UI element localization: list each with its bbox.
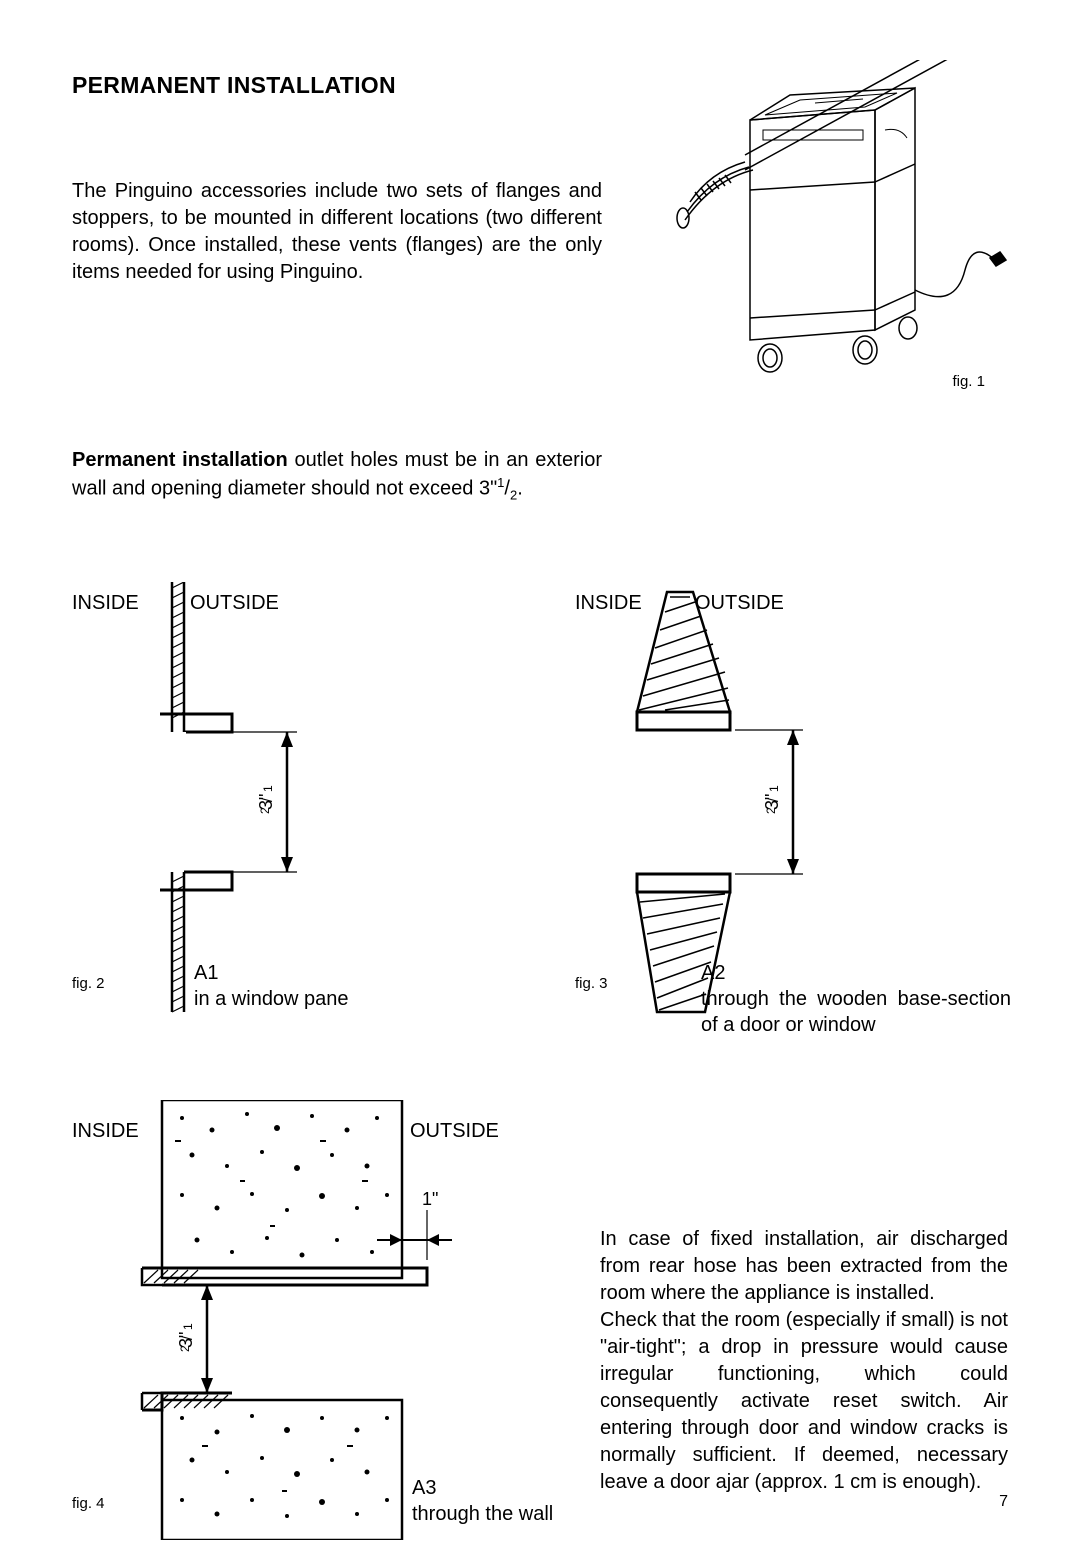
page-number: 7 [999, 1493, 1008, 1511]
svg-text:1: 1 [261, 785, 275, 792]
page-title: PERMANENT INSTALLATION [72, 72, 396, 99]
a3-caption-text: through the wall [412, 1503, 553, 1525]
a1-code: A1 [194, 962, 218, 984]
svg-text:1: 1 [767, 785, 781, 792]
a3-code: A3 [412, 1477, 436, 1499]
fig1-label: fig. 1 [952, 373, 985, 390]
a2-code: A2 [701, 962, 725, 984]
para4-text: Check that the room (especially if small… [600, 1309, 1008, 1493]
figure-1: fig. 1 [615, 60, 1015, 430]
fig4-caption: A3 through the wall [412, 1475, 553, 1527]
permanent-installation-paragraph: Permanent installation outlet holes must… [72, 447, 602, 504]
figure-2: INSIDE OUTSIDE [72, 582, 542, 1042]
fig2-caption: A1 in a window pane [194, 960, 349, 1012]
figure-4: INSIDE OUTSIDE [72, 1100, 592, 1540]
a1-caption-text: in a window pane [194, 988, 349, 1010]
a2-caption-text: through the wooden base-section of a doo… [701, 988, 1011, 1036]
para3-text: In case of fixed installation, air disch… [600, 1228, 1008, 1304]
fig4-label: fig. 4 [72, 1495, 105, 1512]
svg-text:2: 2 [258, 807, 272, 814]
right-text-block: In case of fixed installation, air disch… [600, 1226, 1008, 1496]
figure-3: INSIDE OUTSIDE [575, 582, 1045, 1062]
perm-install-bold: Permanent installation [72, 449, 288, 471]
perm-install-end: . [517, 478, 523, 500]
svg-text:1": 1" [422, 1189, 438, 1209]
svg-text:1: 1 [181, 1323, 195, 1330]
svg-text:2: 2 [178, 1345, 192, 1352]
svg-text:2: 2 [764, 807, 778, 814]
fig3-caption: A2 through the wooden base-section of a … [701, 960, 1011, 1038]
fig3-label: fig. 3 [575, 975, 608, 992]
fig2-label: fig. 2 [72, 975, 105, 992]
intro-paragraph: The Pinguino accessories include two set… [72, 178, 602, 286]
